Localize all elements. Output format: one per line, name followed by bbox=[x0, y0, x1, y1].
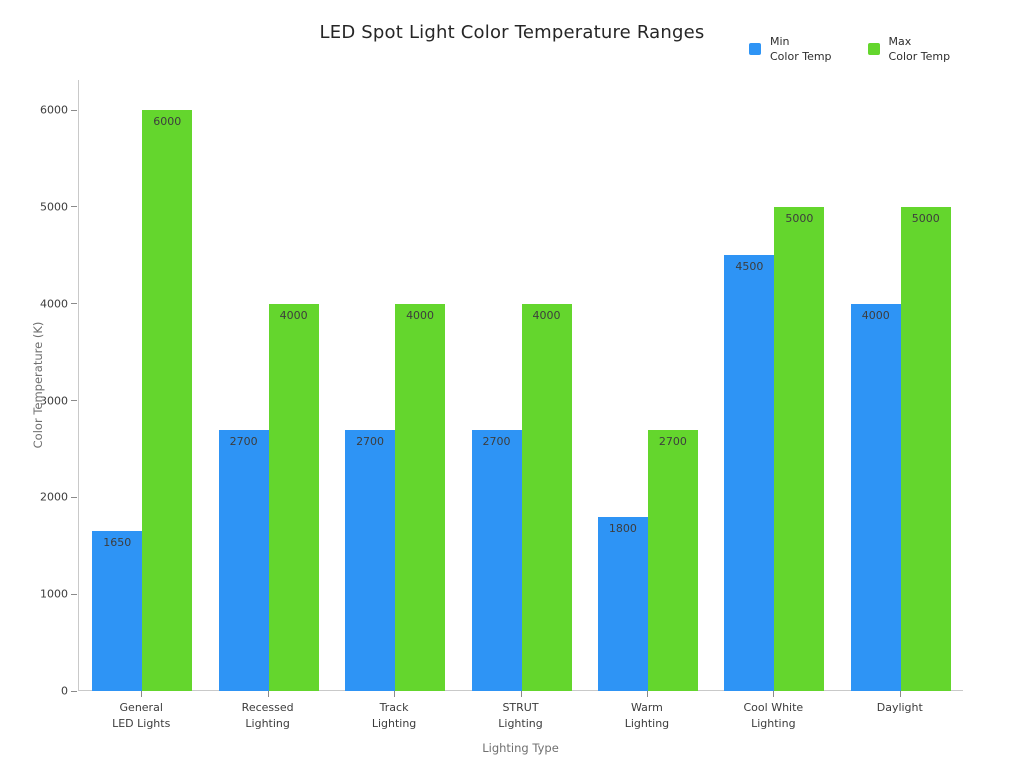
x-tick-label: Track Lighting bbox=[371, 701, 417, 730]
bar-min-daylight: 4000 bbox=[850, 303, 901, 691]
bar-min-general-led-lights: 1650 bbox=[92, 531, 143, 691]
x-tick-mark bbox=[899, 691, 901, 697]
y-tick-mark bbox=[71, 109, 77, 111]
y-tick-label: 6000 bbox=[40, 103, 68, 117]
x-tick-mark bbox=[394, 691, 396, 697]
y-tick-mark bbox=[71, 496, 77, 498]
x-tick-mark bbox=[267, 691, 269, 697]
bar-min-cool-white-lighting: 4500 bbox=[724, 255, 775, 691]
bar-value-label: 2700 bbox=[482, 434, 511, 448]
y-tick-mark bbox=[71, 593, 77, 595]
plot-area: 1650 6000 2700 4000 2700 4000 2700 4000 1800 2700… bbox=[78, 80, 963, 691]
y-tick-mark bbox=[71, 690, 77, 692]
x-tick-label: Recessed Lighting bbox=[241, 701, 294, 730]
max-series-swatch-icon bbox=[867, 43, 880, 56]
y-axis-title: Color Temperature (K) bbox=[31, 321, 45, 449]
bar-max-warm-lighting: 2700 bbox=[647, 429, 698, 691]
bar-value-label: 4000 bbox=[861, 308, 890, 322]
bar-value-label: 5000 bbox=[785, 211, 814, 225]
bar-min-recessed-lighting: 2700 bbox=[218, 429, 269, 691]
legend-label-min: Min Color Temp bbox=[770, 35, 832, 64]
bar-value-label: 4000 bbox=[279, 308, 308, 322]
y-tick-mark bbox=[71, 206, 77, 208]
bar-max-recessed-lighting: 4000 bbox=[268, 303, 319, 691]
bar-value-label: 1650 bbox=[103, 536, 132, 550]
bar-value-label: 1800 bbox=[608, 521, 637, 535]
bar-value-label: 2700 bbox=[658, 434, 687, 448]
x-tick-mark bbox=[773, 691, 775, 697]
y-tick-label: 0 bbox=[61, 684, 68, 698]
x-tick-label: General LED Lights bbox=[112, 701, 171, 730]
x-tick-label: Cool White Lighting bbox=[743, 701, 804, 730]
bar-min-strut-lighting: 2700 bbox=[471, 429, 522, 691]
x-tick-label: Daylight bbox=[876, 701, 923, 714]
y-tick-label: 5000 bbox=[40, 200, 68, 214]
y-tick-label: 1000 bbox=[40, 587, 68, 601]
bar-value-label: 2700 bbox=[229, 434, 258, 448]
y-tick-mark bbox=[71, 400, 77, 401]
y-tick-label: 2000 bbox=[40, 490, 68, 504]
bar-max-strut-lighting: 4000 bbox=[521, 303, 572, 691]
bar-max-track-lighting: 4000 bbox=[395, 303, 446, 691]
legend: Min Color Temp Max Color Temp bbox=[749, 34, 950, 65]
bar-value-label: 4500 bbox=[735, 260, 764, 274]
bar-value-label: 4000 bbox=[532, 308, 561, 322]
bar-value-label: 6000 bbox=[153, 115, 182, 128]
x-tick-mark bbox=[141, 691, 143, 697]
x-tick-mark bbox=[646, 691, 648, 697]
bar-max-cool-white-lighting: 5000 bbox=[774, 206, 825, 691]
bar-max-general-led-lights: 6000 bbox=[142, 110, 193, 691]
y-tick-label: 3000 bbox=[40, 394, 68, 407]
x-tick-mark bbox=[520, 691, 522, 697]
legend-entry-max: Max Color Temp bbox=[867, 34, 951, 65]
min-series-swatch-icon bbox=[749, 43, 761, 56]
chart-title: LED Spot Light Color Temperature Ranges bbox=[319, 22, 705, 43]
bar-value-label: 5000 bbox=[911, 211, 940, 225]
legend-entry-min: Min Color Temp bbox=[749, 34, 832, 65]
bar-value-label: 2700 bbox=[356, 434, 385, 448]
x-tick-label: Warm Lighting bbox=[624, 701, 670, 730]
bar-min-warm-lighting: 1800 bbox=[597, 516, 648, 691]
bar-value-label: 4000 bbox=[406, 308, 435, 322]
bar-max-daylight: 5000 bbox=[900, 206, 951, 691]
y-tick-label: 4000 bbox=[40, 297, 68, 311]
x-tick-label: STRUT Lighting bbox=[498, 701, 543, 730]
x-axis-title: Lighting Type bbox=[482, 741, 559, 755]
y-tick-mark bbox=[71, 303, 77, 305]
legend-label-max: Max Color Temp bbox=[888, 35, 951, 64]
bar-min-track-lighting: 2700 bbox=[345, 429, 396, 691]
